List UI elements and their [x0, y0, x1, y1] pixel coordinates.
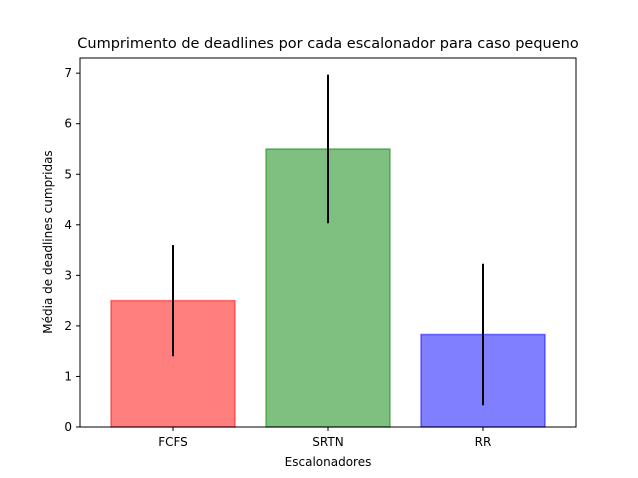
y-tick-label: 1	[64, 369, 72, 383]
y-tick-label: 2	[64, 319, 72, 333]
y-tick-label: 5	[64, 167, 72, 181]
y-axis: 0 1 2 3 4 5 6 7	[64, 66, 80, 434]
y-tick-label: 3	[64, 268, 72, 282]
x-axis: FCFS SRTN RR	[158, 427, 491, 449]
y-tick-label: 6	[64, 117, 72, 131]
error-bars-layer	[172, 74, 484, 406]
x-tick-label-srtn: SRTN	[312, 435, 343, 449]
y-tick-label: 0	[64, 420, 72, 434]
y-axis-label: Média de deadlines cumpridas	[41, 150, 55, 333]
x-tick-label-fcfs: FCFS	[158, 435, 188, 449]
x-tick-label-rr: RR	[475, 435, 492, 449]
y-tick-label: 7	[64, 66, 72, 80]
chart-title: Cumprimento de deadlines por cada escalo…	[77, 36, 579, 52]
y-tick-label: 4	[64, 218, 72, 232]
x-axis-label: Escalonadores	[285, 455, 372, 469]
